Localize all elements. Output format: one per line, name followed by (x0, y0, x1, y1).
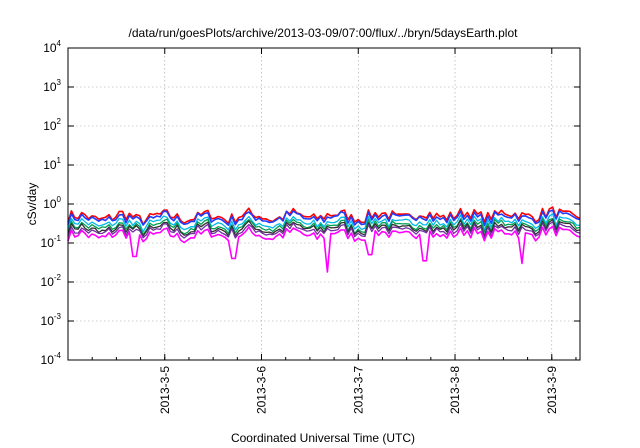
x-axis-label: Coordinated Universal Time (UTC) (231, 431, 415, 445)
y-tick-label: 10-3 (41, 312, 62, 328)
series-line (67, 213, 581, 233)
x-tick-label: 2013-3-7 (351, 366, 365, 414)
y-tick-label: 103 (43, 78, 61, 94)
series-line (67, 225, 581, 273)
x-tick-label: 2013-3-8 (448, 366, 462, 414)
y-axis-label: cSv/day (25, 183, 39, 226)
y-tick-label: 10-2 (41, 273, 62, 289)
chart-title: /data/run/goesPlots/archive/2013-03-09/0… (129, 26, 519, 40)
grid-layer (68, 48, 580, 360)
series-line (67, 218, 581, 237)
y-tick-label: 101 (43, 156, 61, 172)
series-line (67, 209, 581, 227)
y-tick-label: 100 (43, 195, 61, 211)
series-layer (67, 206, 581, 273)
y-tick-label: 104 (43, 39, 61, 55)
series-line (67, 217, 581, 235)
y-tick-label: 10-4 (41, 351, 62, 367)
series-line (67, 206, 581, 226)
x-tick-label: 2013-3-9 (545, 366, 559, 414)
y-tick-label: 102 (43, 117, 61, 133)
x-tick-label: 2013-3-5 (158, 366, 172, 414)
series-line (67, 221, 581, 239)
x-tick-label: 2013-3-6 (255, 366, 269, 414)
tick-layer: 10-4 10-3 10-2 10-1 100 101 102 103 104 2013-3-5 2… (41, 39, 580, 414)
y-tick-label: 10-1 (41, 234, 62, 250)
